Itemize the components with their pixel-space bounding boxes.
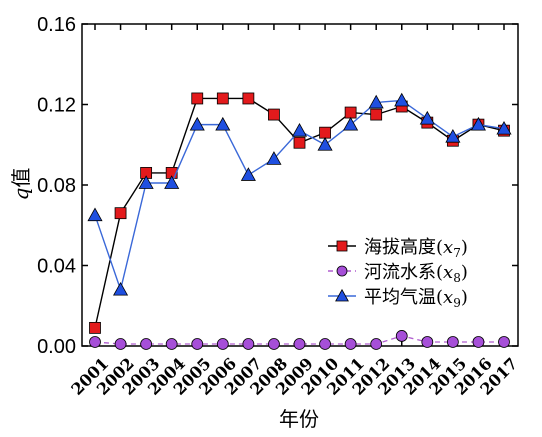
data-point	[344, 338, 357, 350]
legend-item: 海拔高度(x7)	[328, 237, 468, 260]
data-point	[165, 338, 178, 350]
series-line	[94, 335, 504, 345]
data-point	[89, 336, 101, 348]
y-tick-label: 0.12	[37, 95, 76, 117]
legend-marker	[336, 240, 348, 252]
data-point	[293, 338, 306, 350]
data-point	[114, 338, 127, 350]
legend: 海拔高度(x7)河流水系(x8)平均气温(x9)	[328, 237, 468, 310]
data-point	[421, 336, 434, 348]
x-axis-title: 年份	[279, 407, 319, 431]
data-point	[368, 94, 384, 109]
data-point	[470, 116, 486, 131]
data-point	[216, 338, 229, 350]
series-3	[87, 92, 512, 296]
legend-item: 平均气温(x9)	[328, 287, 468, 310]
data-point	[140, 338, 153, 350]
data-point	[370, 338, 383, 350]
data-point	[395, 330, 408, 342]
data-point	[89, 321, 101, 334]
y-axis-title: q值	[9, 168, 33, 201]
data-point	[293, 136, 306, 149]
legend-item: 河流水系(x8)	[328, 262, 468, 285]
y-tick-label: 0.04	[37, 256, 76, 278]
legend-marker	[335, 288, 349, 302]
data-point	[113, 281, 129, 296]
series-layer	[87, 92, 512, 350]
data-point	[216, 92, 229, 105]
data-point	[268, 108, 280, 121]
data-point	[498, 336, 510, 348]
data-point	[191, 92, 204, 105]
series-2	[89, 330, 510, 350]
y-tick-label: 0.16	[37, 14, 76, 36]
data-point	[446, 336, 459, 348]
data-point	[191, 338, 204, 350]
legend-label: 河流水系(x8)	[364, 262, 468, 285]
data-point	[138, 175, 154, 189]
data-point	[268, 338, 280, 350]
data-point	[419, 110, 435, 125]
data-point	[87, 207, 103, 222]
data-point	[164, 175, 180, 189]
data-point	[472, 336, 485, 348]
y-axis-ticks: 0.00 0.04 0.08 0.12 0.16	[37, 14, 518, 358]
data-point	[319, 338, 331, 350]
data-point	[266, 151, 282, 165]
data-point	[215, 116, 231, 131]
data-point	[189, 116, 205, 131]
data-point	[242, 92, 255, 105]
data-point	[317, 137, 333, 151]
data-point	[242, 338, 255, 350]
data-point	[344, 106, 357, 119]
y-tick-label: 0.00	[37, 336, 76, 358]
data-point	[319, 126, 331, 139]
data-point	[496, 120, 512, 135]
data-point	[114, 207, 127, 220]
y-tick-label: 0.08	[37, 175, 76, 197]
legend-label: 海拔高度(x7)	[364, 237, 468, 260]
data-point	[240, 167, 256, 181]
y-axis-title-var: q	[9, 188, 33, 201]
legend-label: 平均气温(x9)	[364, 287, 468, 310]
data-point	[394, 92, 410, 107]
data-point	[343, 116, 359, 131]
data-point	[370, 108, 383, 121]
legend-marker	[336, 265, 348, 277]
data-point	[445, 129, 461, 143]
data-point	[291, 122, 308, 137]
y-axis-title-suffix: 值	[9, 168, 33, 188]
